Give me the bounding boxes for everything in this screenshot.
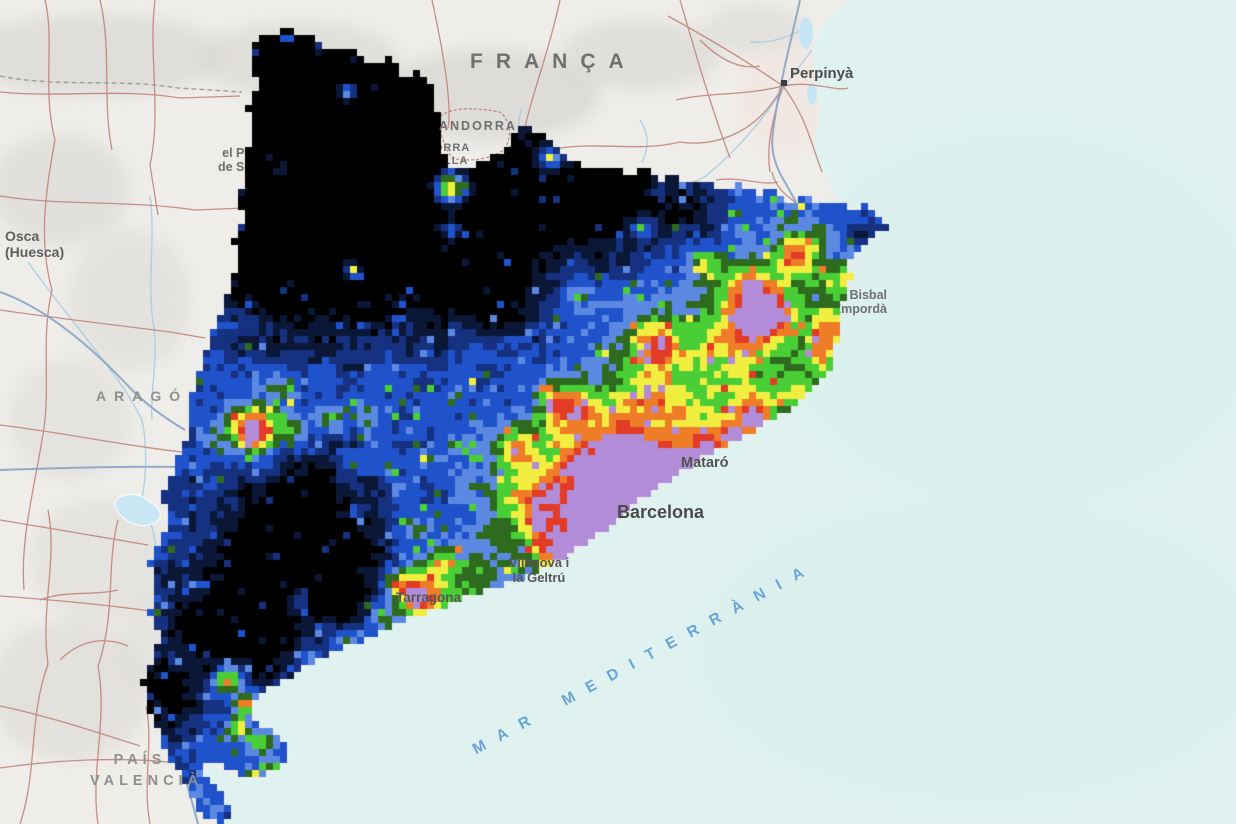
perpinya-town-marker [781,80,787,86]
